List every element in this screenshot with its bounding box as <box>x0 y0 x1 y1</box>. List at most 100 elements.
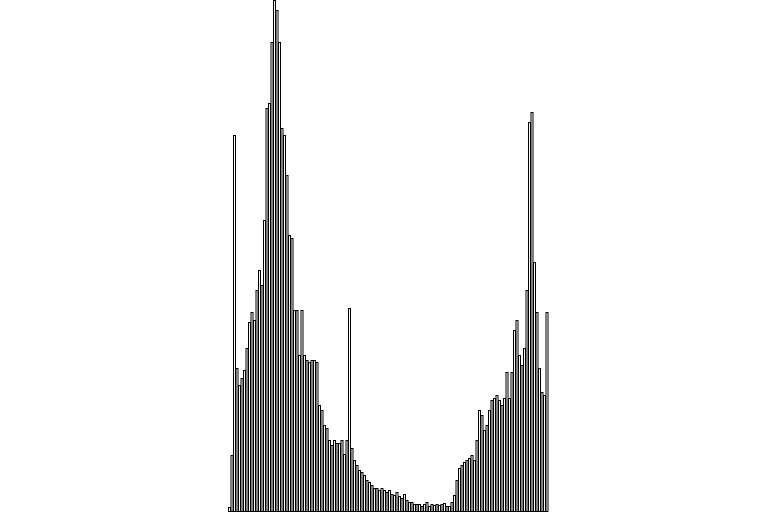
bar <box>318 405 321 512</box>
bar <box>290 238 294 512</box>
bar <box>415 504 419 512</box>
bar <box>533 262 536 512</box>
bar <box>328 440 331 512</box>
bar <box>350 448 354 512</box>
bar <box>498 400 501 512</box>
bar <box>483 430 486 512</box>
bar <box>363 475 366 512</box>
bar <box>233 135 236 512</box>
bar <box>535 312 539 512</box>
bar <box>545 312 549 512</box>
bar <box>245 348 249 512</box>
bar <box>360 472 364 512</box>
bar <box>410 502 414 512</box>
bar <box>515 320 519 512</box>
bar <box>273 0 276 512</box>
bar <box>398 496 401 512</box>
bar <box>480 415 484 512</box>
bar <box>275 10 279 512</box>
bar <box>465 460 469 512</box>
bar <box>513 330 516 512</box>
bar <box>393 495 396 512</box>
bar <box>505 372 509 512</box>
bar <box>310 360 314 512</box>
bar <box>228 507 231 512</box>
bar <box>495 395 499 512</box>
bar <box>278 42 281 512</box>
bar <box>338 443 341 512</box>
bar <box>493 398 496 512</box>
bar <box>540 392 544 512</box>
bar <box>450 502 454 512</box>
bar <box>403 494 406 512</box>
bar <box>378 490 381 512</box>
bar <box>293 310 296 512</box>
bar <box>463 462 466 512</box>
bar <box>488 410 491 512</box>
bar <box>248 322 251 512</box>
bar <box>523 348 526 512</box>
bar <box>525 290 529 512</box>
bar <box>308 362 311 512</box>
bar <box>418 504 421 512</box>
bar <box>323 425 326 512</box>
bar <box>538 368 541 512</box>
bar <box>345 440 349 512</box>
bar <box>408 502 411 512</box>
bar <box>468 458 471 512</box>
bar <box>485 425 489 512</box>
bar <box>335 443 339 512</box>
bar <box>380 488 384 512</box>
bar <box>238 385 241 512</box>
bar <box>235 368 239 512</box>
bar <box>390 494 394 512</box>
bar <box>268 103 271 512</box>
bar <box>425 502 429 512</box>
bar <box>530 112 534 512</box>
bar <box>365 480 369 512</box>
bar <box>405 500 409 512</box>
bar <box>230 455 234 512</box>
bar <box>263 220 266 512</box>
bar <box>443 503 446 512</box>
bar <box>298 355 301 512</box>
bar <box>478 410 481 512</box>
bar <box>413 504 416 512</box>
bar <box>470 455 474 512</box>
bar <box>313 360 316 512</box>
bar <box>295 310 299 512</box>
bar <box>503 398 506 512</box>
bar <box>400 498 404 512</box>
bar <box>255 290 259 512</box>
bar <box>250 312 254 512</box>
bar <box>320 410 324 512</box>
bar <box>445 506 449 512</box>
bar <box>438 505 441 512</box>
bar <box>353 460 356 512</box>
bar <box>448 506 451 512</box>
bar <box>453 495 456 512</box>
bar <box>388 490 391 512</box>
bar <box>430 504 434 512</box>
bar <box>435 504 439 512</box>
bar <box>355 465 359 512</box>
bar <box>340 440 344 512</box>
bar <box>423 504 426 512</box>
bar <box>260 285 264 512</box>
bar <box>265 108 269 512</box>
bar <box>325 428 329 512</box>
bar <box>330 445 334 512</box>
bar <box>520 365 524 512</box>
bar <box>490 400 494 512</box>
bar <box>510 372 514 512</box>
bar <box>348 308 351 512</box>
bar <box>253 320 256 512</box>
bar <box>315 362 319 512</box>
bar <box>368 482 371 512</box>
bar <box>258 270 261 512</box>
bar <box>460 465 464 512</box>
bar <box>375 488 379 512</box>
bar <box>370 485 374 512</box>
bar <box>475 440 479 512</box>
